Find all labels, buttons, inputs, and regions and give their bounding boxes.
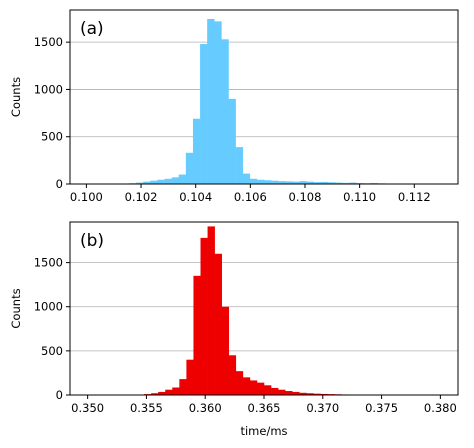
y-tick-label: 500: [41, 130, 63, 144]
histogram-bar: [320, 393, 328, 395]
histogram-bar: [228, 355, 237, 395]
y-tick-label: 500: [41, 344, 63, 358]
histogram-panel-b: 0.350 0.355 0.360 0.365 0.370 0.375 0.380 0 500 1…: [9, 221, 459, 438]
histogram-bar: [207, 226, 215, 395]
histogram-bar: [172, 387, 180, 395]
histogram-bar: [327, 182, 336, 184]
histogram-bar: [242, 173, 251, 184]
histogram-bar: [178, 174, 187, 184]
x-tick-label: 0.112: [398, 190, 431, 204]
histogram-bar: [349, 182, 357, 184]
histogram-bar: [264, 385, 272, 395]
histogram-bar: [221, 39, 229, 184]
panel-label: (a): [80, 19, 104, 39]
histogram-bar: [313, 393, 321, 395]
histogram-bar: [299, 392, 307, 395]
y-tick-label: 1500: [34, 256, 63, 270]
x-tick-label: 0.370: [306, 401, 339, 415]
y-tick-label: 1500: [34, 35, 63, 49]
histogram-bar: [171, 177, 180, 184]
panel-label: (b): [80, 231, 104, 251]
histogram-bar: [221, 306, 230, 395]
histogram-bar: [278, 181, 286, 184]
y-tick-label: 1000: [34, 82, 63, 96]
x-tick-label: 0.104: [179, 190, 212, 204]
x-tick-label: 0.360: [189, 401, 222, 415]
x-tick-label: 0.375: [365, 401, 398, 415]
y-axis-label: Counts: [9, 288, 23, 328]
histogram-bar: [228, 98, 236, 184]
histogram-bar: [235, 147, 243, 184]
histogram-bar: [335, 182, 343, 184]
x-axis-label: time/ms: [240, 424, 287, 438]
y-axis-label: Counts: [9, 77, 23, 117]
y-tick-label: 1000: [34, 300, 63, 314]
plot-frame: [69, 9, 459, 185]
histogram-bar: [292, 391, 300, 395]
histogram-bar: [186, 359, 194, 395]
histogram-bar: [306, 393, 314, 395]
y-tick-label: 0: [56, 388, 63, 402]
histogram-panel-a: 0.100 0.102 0.104 0.106 0.108 0.110 0.112 0 500 1…: [9, 9, 459, 204]
histogram-bar: [150, 180, 158, 184]
histogram-bar: [313, 182, 322, 184]
histogram-bar: [214, 21, 222, 185]
histogram-bar: [342, 182, 350, 184]
x-tick-label: 0.350: [71, 401, 104, 415]
histogram-bar: [192, 118, 201, 184]
histogram-bar: [249, 178, 258, 184]
histogram-bar: [143, 181, 151, 184]
x-tick-label: 0.106: [234, 190, 267, 204]
histogram-bar: [271, 387, 279, 395]
histogram-bar: [285, 391, 293, 395]
histogram-bar: [249, 380, 258, 395]
histogram-bar: [200, 44, 208, 184]
histogram-bar: [164, 178, 172, 184]
histogram-bar: [158, 391, 166, 395]
histogram-bar: [193, 275, 201, 395]
histogram-bar: [136, 182, 144, 184]
histogram-bar: [185, 152, 194, 184]
histogram-bar: [157, 179, 165, 184]
histogram-bar: [278, 389, 286, 395]
histogram-bar: [285, 181, 293, 184]
x-tick-label: 0.380: [424, 401, 457, 415]
y-tick-label: 0: [56, 177, 63, 191]
histogram-bar: [165, 389, 173, 395]
histogram-bar: [256, 179, 265, 184]
histogram-bar: [256, 382, 265, 395]
histogram-bar: [264, 180, 272, 184]
histogram-bar: [306, 181, 315, 184]
histogram-bar: [271, 180, 279, 184]
histogram-bar: [299, 181, 307, 184]
x-tick-label: 0.355: [130, 401, 163, 415]
histogram-bar: [292, 181, 300, 184]
x-tick-label: 0.100: [70, 190, 103, 204]
x-tick-label: 0.102: [125, 190, 158, 204]
x-tick-label: 0.108: [289, 190, 322, 204]
plot-frame: [69, 221, 459, 396]
histogram-bar: [151, 393, 159, 395]
histogram-bar: [235, 371, 244, 395]
x-tick-label: 0.365: [248, 401, 281, 415]
histogram-bar: [320, 181, 329, 184]
histogram-bar: [179, 379, 187, 395]
histogram-bar: [200, 237, 208, 395]
histogram-bar: [214, 253, 222, 395]
x-tick-label: 0.110: [343, 190, 376, 204]
histogram-bar: [207, 18, 215, 184]
histogram-bar: [242, 377, 251, 395]
